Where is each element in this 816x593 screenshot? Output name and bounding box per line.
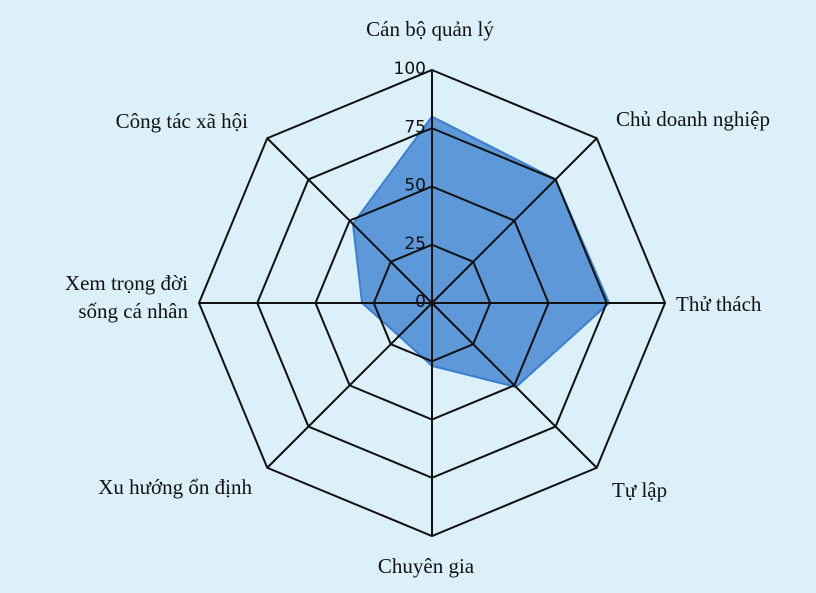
tick-label-0: 0: [415, 292, 426, 312]
spoke-1: [431, 137, 598, 304]
category-label-2: Thử thách: [676, 292, 762, 316]
spoke-3: [431, 302, 598, 469]
category-label-4: Chuyên gia: [378, 554, 475, 578]
category-label-7: Công tác xã hội: [116, 109, 249, 133]
tick-label-25: 25: [404, 234, 426, 254]
category-label-0: Cán bộ quản lý: [366, 17, 494, 41]
tick-label-75: 75: [404, 117, 426, 137]
tick-label-100: 100: [394, 59, 426, 79]
tick-label-50: 50: [404, 176, 426, 196]
series-area-0: [351, 115, 611, 389]
category-label-5: Xu hướng ổn định: [98, 475, 252, 499]
spoke-7: [266, 137, 433, 304]
spoke-5: [266, 302, 433, 469]
category-label-3: Tự lập: [612, 478, 667, 502]
category-label-1: Chủ doanh nghiệp: [616, 107, 770, 131]
category-label-6: Xem trọng đời sống cá nhân: [65, 271, 189, 323]
